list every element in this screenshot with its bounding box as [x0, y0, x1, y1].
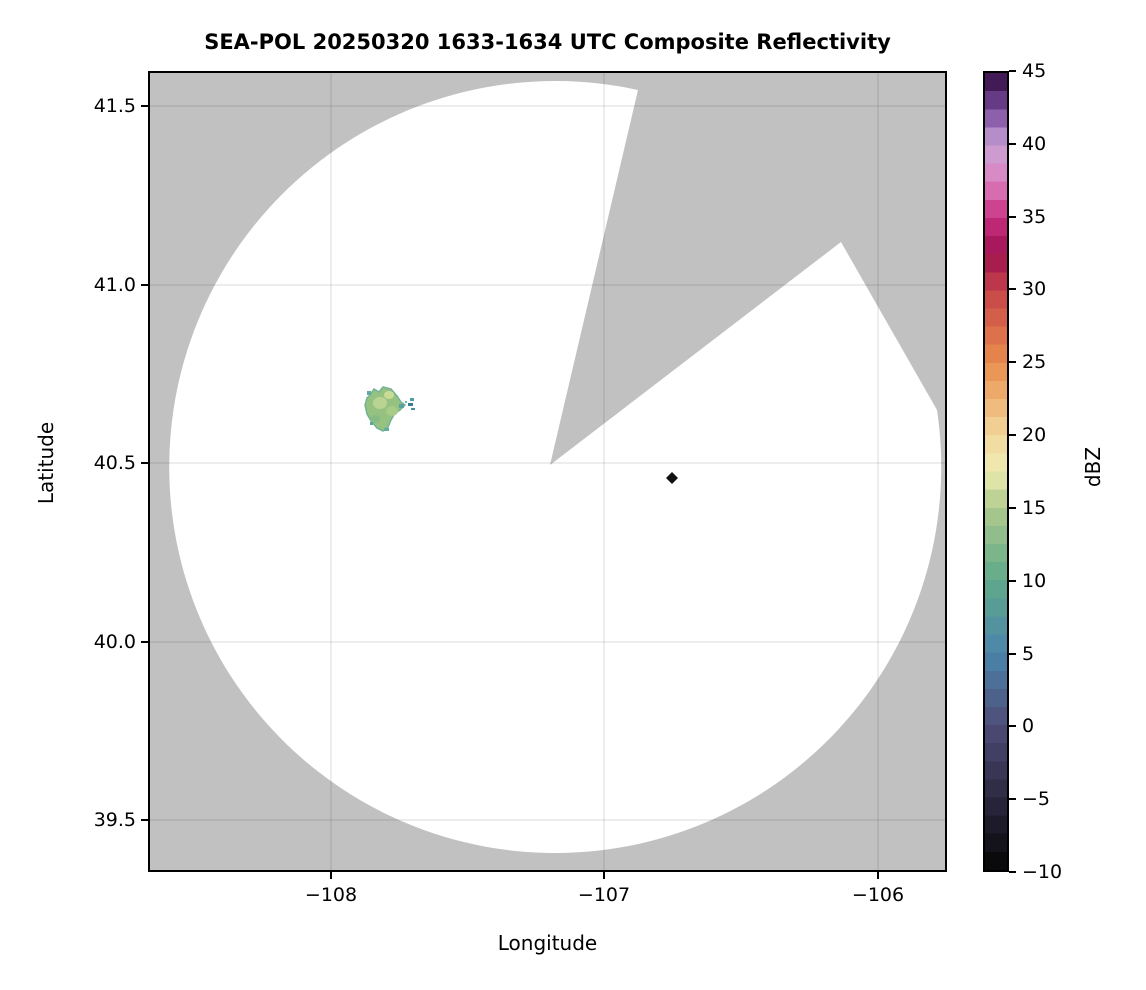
echo-core-patch: [370, 415, 380, 423]
y-axis-label: Latitude: [34, 421, 58, 505]
radar-scan-area: [169, 81, 942, 854]
colorbar-tick-label: 10: [1022, 569, 1047, 592]
echo-edge-pixel: [384, 428, 389, 431]
colorbar-tick-label: −5: [1022, 788, 1051, 811]
colorbar-gradient: [985, 73, 1007, 870]
colorbar-tick-label: −10: [1022, 861, 1063, 883]
colorbar-tick-label: 25: [1022, 351, 1047, 374]
colorbar-tick-label: 15: [1022, 496, 1047, 519]
echo-speck-pixel: [410, 398, 414, 401]
colorbar-tick-mark: [1009, 725, 1016, 728]
colorbar-tick-mark: [1009, 871, 1016, 873]
colorbar-label: dBZ: [1081, 446, 1105, 488]
plot-border-spine: [148, 71, 947, 872]
echo-core-patch: [386, 406, 398, 416]
echo-core-patch: [384, 391, 394, 399]
plot-area: [148, 71, 947, 872]
echo-edge-pixel: [399, 404, 404, 408]
x-tick-mark: [330, 872, 332, 879]
y-tick-label: 39.5: [93, 809, 136, 831]
y-tick-mark: [141, 105, 148, 107]
colorbar-tick-mark: [1009, 361, 1016, 364]
x-tick-label: −108: [304, 884, 358, 906]
colorbar-tick-label: 45: [1022, 60, 1047, 82]
x-tick-label: −106: [851, 884, 905, 906]
colorbar-tick-label: 35: [1022, 205, 1047, 228]
y-tick-label: 41.5: [93, 95, 136, 117]
x-tick-mark: [603, 872, 605, 879]
echo-edge-pixel: [367, 391, 371, 395]
colorbar-tick-label: 0: [1022, 715, 1035, 738]
colorbar-tick-mark: [1009, 506, 1016, 509]
colorbar-tick-mark: [1009, 288, 1016, 291]
colorbar-tick-mark: [1009, 434, 1016, 437]
colorbar-tick-mark: [1009, 215, 1016, 218]
x-tick-label: −107: [577, 884, 631, 906]
colorbar-tick-mark: [1009, 142, 1016, 145]
y-tick-label: 40.0: [93, 631, 136, 653]
colorbar-tick-mark: [1009, 798, 1016, 801]
x-tick-mark: [877, 872, 879, 879]
colorbar-tick-label: 20: [1022, 424, 1047, 447]
colorbar-tick-mark: [1009, 70, 1016, 72]
colorbar-tick-label: 5: [1022, 642, 1035, 665]
radar-plot-svg: [148, 71, 947, 872]
colorbar: [983, 71, 1009, 872]
y-tick-label: 41.0: [93, 274, 136, 296]
y-tick-mark: [141, 819, 148, 821]
x-axis-label: Longitude: [497, 931, 598, 955]
colorbar-tick-label: 40: [1022, 132, 1047, 155]
y-tick-mark: [141, 284, 148, 286]
echo-speck-pixel: [411, 408, 415, 410]
colorbar-tick-mark: [1009, 652, 1016, 655]
reflectivity-echo: [364, 386, 407, 432]
y-tick-mark: [141, 462, 148, 464]
colorbar-tick-label: 30: [1022, 278, 1047, 301]
site-marker-diamond: [666, 472, 678, 484]
echo-core-patch: [373, 397, 387, 409]
y-tick-mark: [141, 641, 148, 643]
colorbar-tick-mark: [1009, 579, 1016, 582]
reflectivity-echo-speck: [405, 398, 415, 410]
echo-speck-pixel: [405, 401, 407, 403]
echo-edge-pixel: [370, 422, 373, 425]
plot-title: SEA-POL 20250320 1633-1634 UTC Composite…: [204, 30, 891, 54]
gridlines: [148, 71, 947, 872]
echo-speck-pixel: [408, 403, 413, 406]
y-tick-label: 40.5: [93, 452, 136, 474]
